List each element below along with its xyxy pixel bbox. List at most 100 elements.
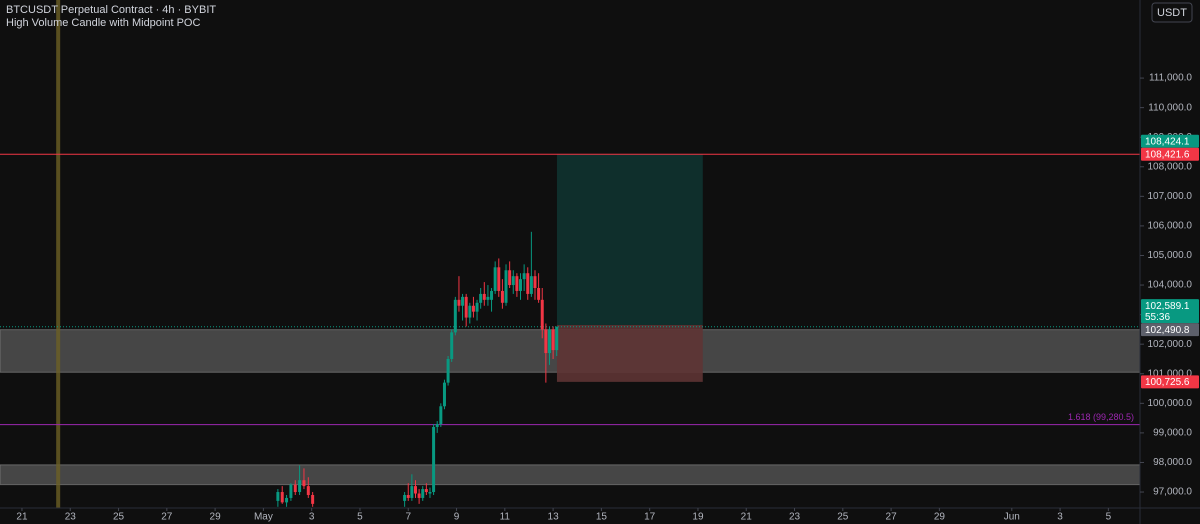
candle-body	[508, 270, 512, 286]
candle-body	[311, 494, 315, 504]
candle-body	[468, 305, 472, 318]
price-labels: 108,424.1 108,421.6 102,589.155:36 102,490.…	[1141, 134, 1199, 389]
candle-body	[540, 299, 544, 330]
x-tick-label: 23	[789, 512, 801, 523]
x-tick-label: 21	[16, 512, 28, 523]
x-tick-label: 27	[161, 512, 173, 523]
candle-body	[276, 492, 280, 501]
position-profit	[556, 154, 703, 325]
price-label-box	[1141, 323, 1199, 337]
chart-title: BTCUSDT Perpetual Contract · 4h · BYBIT	[6, 4, 216, 16]
candle-body	[511, 276, 515, 286]
candle-body	[497, 267, 501, 291]
x-tick-label: 29	[210, 512, 222, 523]
y-tick-label: 100,000.0	[1148, 398, 1193, 409]
currency-button[interactable]	[1151, 2, 1193, 23]
x-tick-label: 25	[837, 512, 849, 523]
position-loss	[556, 324, 703, 382]
candle-body	[537, 288, 541, 300]
candle-body	[424, 489, 428, 493]
y-tick-label: 111,000.0	[1149, 73, 1192, 84]
candle-body	[519, 279, 523, 291]
x-tick-label: May	[254, 512, 273, 523]
candle-body	[555, 326, 559, 351]
y-tick-label: 104,000.0	[1148, 280, 1193, 291]
x-tick-label: 9	[454, 512, 460, 523]
y-tick-label: 102,000.0	[1148, 339, 1193, 350]
candle-body	[475, 302, 479, 312]
price-label: 108,424.1	[1145, 136, 1190, 147]
x-tick-label: 3	[309, 512, 315, 523]
candle-body	[547, 329, 551, 354]
candle-body	[482, 293, 486, 300]
candle-body	[529, 276, 533, 294]
y-tick-label: 106,000.0	[1148, 221, 1193, 232]
candle-body	[479, 293, 483, 303]
candle-body	[471, 305, 475, 312]
x-tick-label: 21	[741, 512, 753, 523]
x-tick-label: Jun	[1004, 512, 1020, 523]
candle-body	[421, 489, 425, 498]
candle-body	[289, 484, 293, 498]
candle-body	[428, 492, 432, 494]
candle-body	[533, 276, 537, 289]
candle-body	[490, 290, 494, 300]
price-label-box	[1141, 299, 1199, 324]
candle-body	[280, 492, 284, 503]
candle-body	[410, 486, 414, 498]
zone	[0, 464, 1140, 486]
candle-body	[403, 494, 407, 501]
candle-body	[417, 493, 421, 498]
candle-body	[439, 406, 443, 425]
price-label: 108,421.6	[1145, 149, 1190, 160]
x-tick-label: 17	[644, 512, 656, 523]
x-tick-label: 11	[500, 512, 511, 523]
price-label-box	[1141, 147, 1199, 161]
price-label-box	[1141, 134, 1199, 148]
x-tick-label: 29	[934, 512, 946, 523]
candle-body	[522, 273, 526, 280]
x-tick-label: 7	[405, 512, 411, 523]
x-tick-label: 3	[1057, 512, 1063, 523]
price-label: 100,725.6	[1145, 377, 1190, 388]
candle-body	[298, 480, 302, 493]
x-tick-label: 19	[692, 512, 704, 523]
plot-area: 1.618 (99,280.5)	[0, 0, 1140, 508]
candle-body	[446, 358, 450, 383]
candle-body	[306, 486, 310, 495]
candle-body	[515, 276, 519, 291]
level-label: 1.618 (99,280.5)	[1068, 412, 1134, 422]
candle-body	[493, 267, 497, 291]
indicator-name: High Volume Candle with Midpoint POC	[6, 17, 200, 29]
candle-body	[461, 296, 465, 306]
candle-body	[293, 484, 297, 493]
candle-body	[406, 494, 410, 498]
x-tick-label: 25	[113, 512, 125, 523]
candle-body	[526, 273, 530, 294]
y-tick-label: 107,000.0	[1148, 191, 1193, 202]
candle-body	[413, 486, 417, 494]
candle-body	[302, 480, 306, 487]
x-tick-label: 13	[548, 512, 560, 523]
currency-button-label[interactable]: USDT	[1157, 7, 1187, 19]
y-tick-label: 110,000.0	[1148, 102, 1192, 113]
candle-body	[486, 296, 490, 300]
x-tick-label: 27	[886, 512, 898, 523]
candle-body	[450, 332, 454, 359]
candle-body	[435, 424, 439, 427]
candle-body	[551, 329, 555, 351]
x-tick-label: 15	[596, 512, 608, 523]
candle-body	[464, 296, 468, 318]
y-tick-label: 108,000.0	[1148, 161, 1193, 172]
candle-body	[457, 299, 461, 306]
y-tick-label: 97,000.0	[1153, 487, 1192, 498]
candle-body	[500, 290, 504, 303]
y-tick-label: 105,000.0	[1148, 250, 1193, 261]
candle-body	[504, 270, 508, 303]
axes: 97,000.0 98,000.0 99,000.0 100,000.0 101,000…	[16, 73, 1192, 523]
price-label: 102,589.1	[1145, 301, 1190, 312]
candle-body	[453, 299, 457, 333]
y-tick-label: 98,000.0	[1153, 457, 1192, 468]
x-tick-label: 23	[65, 512, 77, 523]
